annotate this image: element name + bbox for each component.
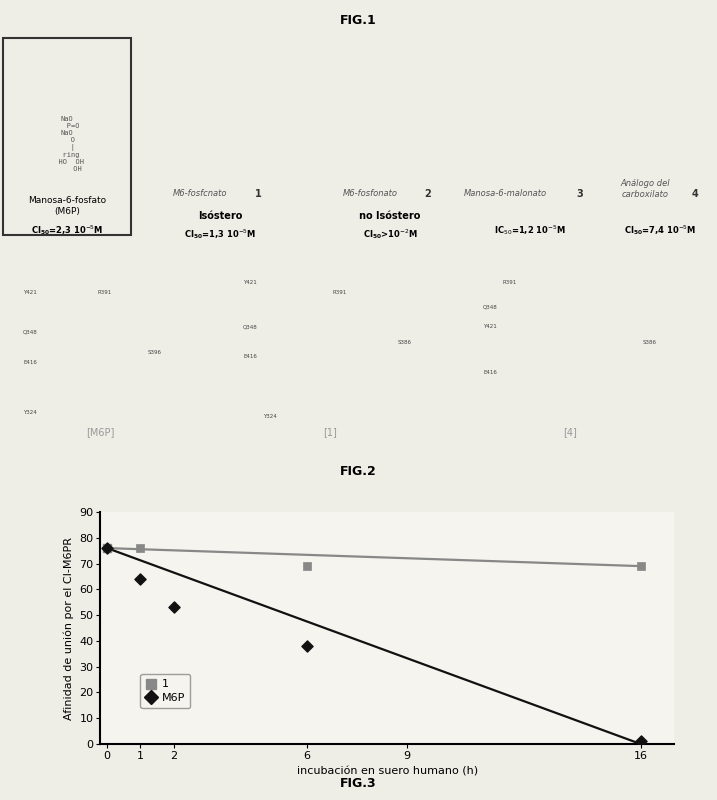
Text: [1]: [1] xyxy=(323,427,337,437)
Text: $\mathbf{Cl_{50}}$=2,3 10$^{-5}$M: $\mathbf{Cl_{50}}$=2,3 10$^{-5}$M xyxy=(31,223,103,237)
Text: E416: E416 xyxy=(483,370,497,374)
Point xyxy=(301,560,313,573)
Text: R391: R391 xyxy=(98,290,112,294)
Text: Q348: Q348 xyxy=(483,305,498,310)
Text: FIG.2: FIG.2 xyxy=(340,465,376,478)
Text: M6-fosfcnato: M6-fosfcnato xyxy=(173,190,227,198)
Text: Y324: Y324 xyxy=(23,410,37,414)
Point xyxy=(168,601,179,614)
Text: IC$_{50}$=1,2 10$^{-5}$M: IC$_{50}$=1,2 10$^{-5}$M xyxy=(494,223,566,237)
Text: 4: 4 xyxy=(692,189,698,199)
Point xyxy=(301,640,313,653)
Text: Q348: Q348 xyxy=(242,325,257,330)
Text: [4]: [4] xyxy=(563,427,577,437)
Text: Y421: Y421 xyxy=(23,290,37,294)
Point xyxy=(135,573,146,586)
Text: Y421: Y421 xyxy=(483,325,497,330)
Text: E416: E416 xyxy=(23,359,37,365)
Text: 3: 3 xyxy=(576,189,584,199)
Text: Manosa-6-malonato: Manosa-6-malonato xyxy=(463,190,546,198)
X-axis label: incubación en suero humano (h): incubación en suero humano (h) xyxy=(297,766,478,777)
Point xyxy=(635,560,646,573)
Text: Y324: Y324 xyxy=(263,414,277,419)
Text: $\mathbf{Cl_{50}}$>10$^{-2}$M: $\mathbf{Cl_{50}}$>10$^{-2}$M xyxy=(363,227,417,241)
Text: [M6P]: [M6P] xyxy=(86,427,114,437)
Point xyxy=(635,735,646,748)
Text: E416: E416 xyxy=(243,354,257,359)
Point xyxy=(135,542,146,554)
Text: 1: 1 xyxy=(255,189,262,199)
Text: R391: R391 xyxy=(503,279,517,285)
Text: S396: S396 xyxy=(148,350,162,354)
Text: R391: R391 xyxy=(333,290,347,294)
Text: Q348: Q348 xyxy=(23,330,37,334)
Text: S386: S386 xyxy=(398,339,412,345)
Text: $\mathbf{Cl_{50}}$=1,3 10$^{-5}$M: $\mathbf{Cl_{50}}$=1,3 10$^{-5}$M xyxy=(184,227,256,241)
Point xyxy=(101,542,113,554)
Text: S386: S386 xyxy=(643,339,657,345)
Point xyxy=(101,542,113,554)
Text: $\mathbf{Cl_{50}}$=7,4 10$^{-5}$M: $\mathbf{Cl_{50}}$=7,4 10$^{-5}$M xyxy=(624,223,696,237)
Text: 2: 2 xyxy=(424,189,432,199)
FancyBboxPatch shape xyxy=(3,38,131,235)
Text: Isóstero: Isóstero xyxy=(198,211,242,221)
Point xyxy=(101,542,113,554)
Text: M6-fosfonato: M6-fosfonato xyxy=(343,190,397,198)
Text: no Isóstero: no Isóstero xyxy=(359,211,421,221)
Y-axis label: Afinidad de unión por el CI-M6PR: Afinidad de unión por el CI-M6PR xyxy=(63,537,74,719)
Legend: 1, M6P: 1, M6P xyxy=(141,674,191,708)
Text: FIG.1: FIG.1 xyxy=(340,14,376,27)
Text: FIG.3: FIG.3 xyxy=(340,778,377,790)
Text: NaO
   P=O
NaO
   O
   |
  ring
  HO  OH
     OH: NaO P=O NaO O | ring HO OH OH xyxy=(50,116,84,172)
Text: Manosa-6-fosfato
(M6P): Manosa-6-fosfato (M6P) xyxy=(28,196,106,216)
Text: Y421: Y421 xyxy=(243,279,257,285)
Text: Análogo del
carboxilato: Análogo del carboxilato xyxy=(620,179,670,198)
